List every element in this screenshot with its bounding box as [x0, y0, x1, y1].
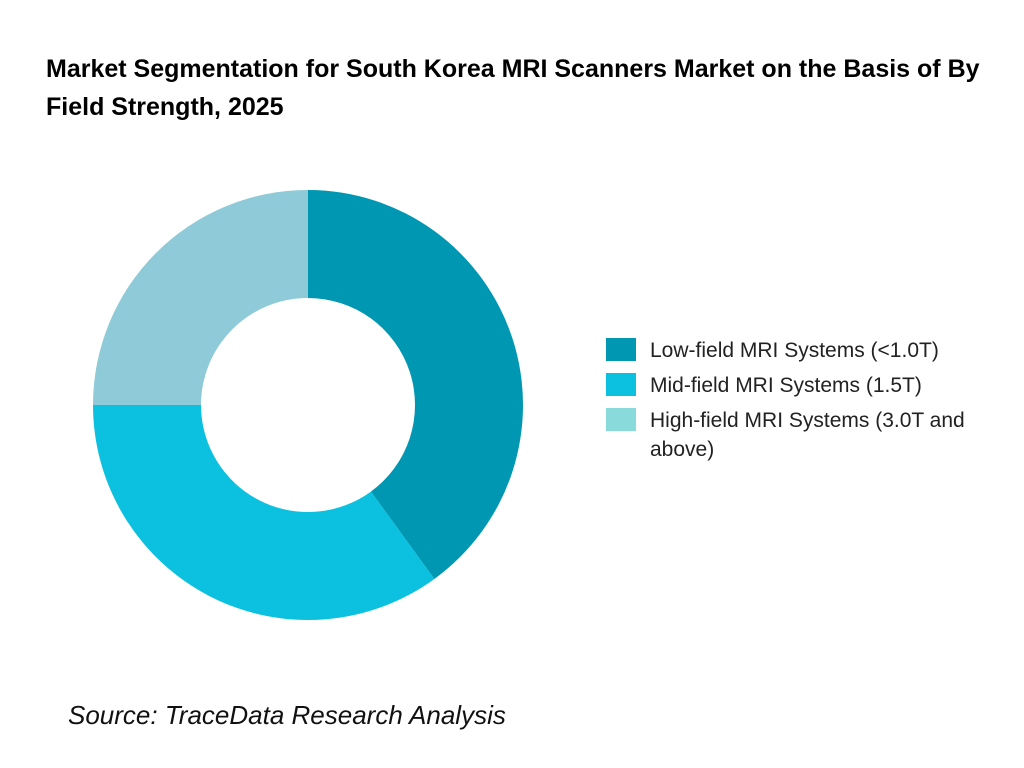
legend-label: High-field MRI Systems (3.0T and above): [650, 409, 965, 461]
legend-item: Low-field MRI Systems (<1.0T): [606, 336, 1016, 365]
legend-swatch: [606, 408, 636, 431]
donut-slice: [92, 405, 435, 621]
donut-slice: [93, 190, 308, 405]
legend: Low-field MRI Systems (<1.0T) Mid-field …: [606, 336, 1016, 470]
legend-swatch: [606, 338, 636, 361]
legend-item: High-field MRI Systems (3.0T and above): [606, 406, 1016, 464]
legend-item: Mid-field MRI Systems (1.5T): [606, 371, 1016, 400]
legend-label: Low-field MRI Systems (<1.0T): [650, 339, 939, 362]
donut-slice: [308, 190, 524, 579]
chart-title: Market Segmentation for South Korea MRI …: [46, 55, 980, 121]
legend-label: Mid-field MRI Systems (1.5T): [650, 374, 922, 397]
legend-swatch: [606, 373, 636, 396]
source-note: Source: TraceData Research Analysis: [68, 700, 506, 730]
